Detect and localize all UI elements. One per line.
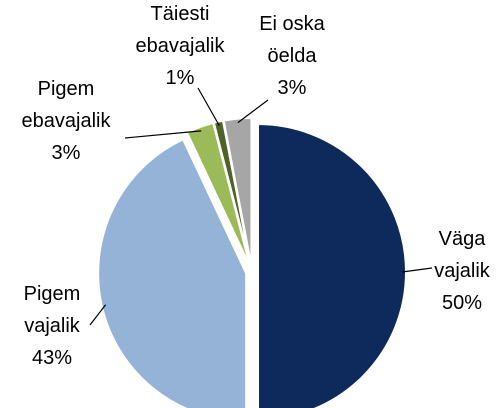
slice-label-line: Pigem [38, 78, 95, 100]
slice-label-line: vajalik [434, 260, 491, 282]
leader-line [237, 99, 269, 124]
pie-slice [257, 122, 407, 408]
slice-label-line: Ei oska [259, 13, 325, 35]
slice-label-line: ebavajalik [22, 110, 112, 132]
value-label: 50% [442, 292, 482, 314]
slice-label-line: Täiesti [151, 3, 210, 25]
pie-slice [97, 138, 248, 408]
value-label: 3% [278, 77, 307, 99]
pie-slice [222, 117, 253, 267]
slice-label: Pigem vajalik [24, 283, 81, 337]
value-label: 1% [166, 67, 195, 89]
slice-label-line: vajalik [24, 315, 81, 337]
slice-label-line: Väga [439, 228, 487, 250]
slice-label-line: öelda [268, 45, 318, 67]
slice-label-line: Pigem [24, 283, 81, 305]
leader-line [197, 87, 220, 126]
slice-label: Täiesti ebavajalik [136, 3, 226, 57]
leader-line [124, 130, 202, 139]
leader-line [89, 304, 107, 326]
value-label: 3% [52, 142, 81, 164]
leader-line [401, 267, 433, 273]
value-label: 43% [32, 347, 72, 369]
slice-label: Väga vajalik [434, 228, 491, 282]
slice-label: Ei oska öelda [259, 13, 325, 67]
slice-label-line: ebavajalik [136, 35, 226, 57]
slice-label: Pigem ebavajalik [22, 78, 112, 132]
